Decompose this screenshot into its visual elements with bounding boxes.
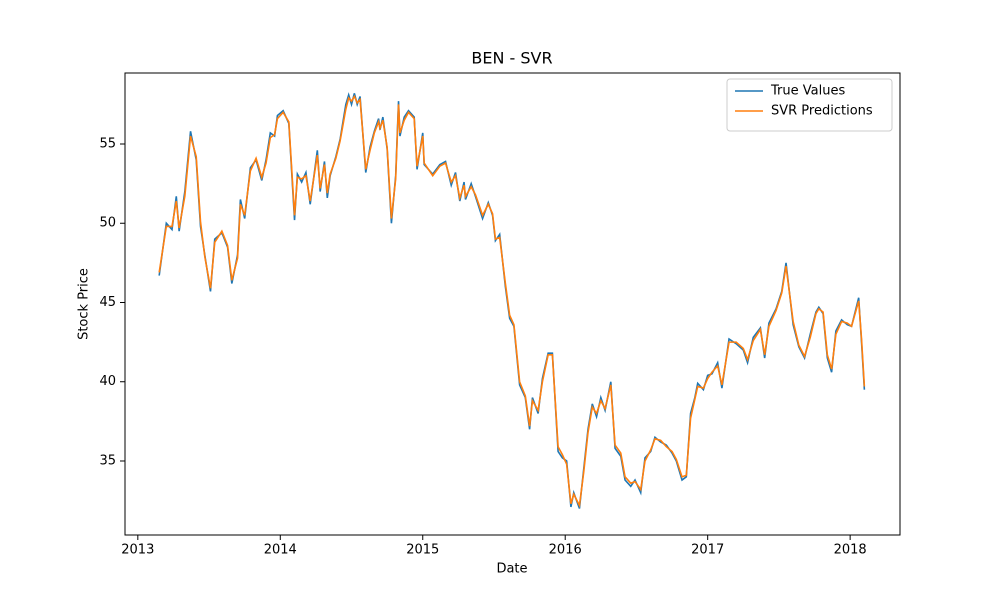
y-tick-label: 50	[99, 216, 116, 231]
y-tick-label: 55	[99, 137, 116, 152]
plot-frame	[124, 72, 901, 536]
legend-box	[726, 78, 893, 132]
series-line	[158, 94, 866, 509]
series-line	[158, 92, 866, 509]
x-axis-label: Date	[496, 562, 527, 577]
legend-label: SVR Predictions	[771, 104, 873, 119]
legend-label: True Values	[770, 84, 845, 99]
y-tick-label: 35	[99, 453, 116, 468]
x-tick-label: 2015	[406, 543, 439, 558]
y-tick-label: 40	[99, 374, 116, 389]
x-tick-label: 2018	[834, 543, 867, 558]
y-tick-label: 45	[99, 295, 116, 310]
x-tick-label: 2016	[549, 543, 582, 558]
x-tick-label: 2013	[121, 543, 154, 558]
x-tick-label: 2014	[264, 543, 297, 558]
y-axis-label: Stock Price	[77, 268, 92, 340]
chart-title: BEN - SVR	[471, 49, 552, 68]
x-tick-label: 2017	[691, 543, 724, 558]
